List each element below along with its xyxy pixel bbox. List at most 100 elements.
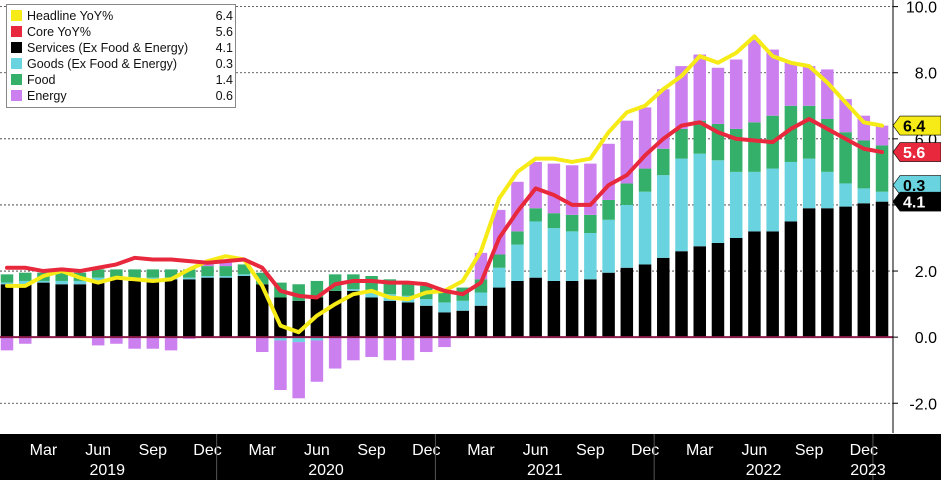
x-month-label: Jun <box>304 442 330 459</box>
bar-food <box>492 254 506 268</box>
legend-item: Services (Ex Food & Energy) 4.1 <box>11 40 233 56</box>
x-month-label: Jun <box>742 442 768 459</box>
bar-goods-ex-food-energy <box>711 160 725 243</box>
x-month-label: Mar <box>686 442 714 459</box>
bar-food <box>748 122 761 172</box>
bar-services-ex-food-energy <box>146 280 160 338</box>
bar-services-ex-food-energy <box>729 237 743 338</box>
legend-value: 1.4 <box>215 73 233 87</box>
legend-label: Core YoY% <box>27 25 91 39</box>
bar-services-ex-food-energy <box>91 280 105 338</box>
y-tick-label: 8.0 <box>915 66 937 83</box>
bar-food <box>839 132 852 184</box>
y-tick-label: 10.0 <box>906 0 937 17</box>
bar-food <box>511 231 524 245</box>
bar-services-ex-food-energy <box>693 246 706 338</box>
bar-services-ex-food-energy <box>839 206 852 338</box>
bar-energy <box>875 125 889 146</box>
bar-energy <box>620 120 634 184</box>
legend-value: 4.1 <box>215 41 233 55</box>
bar-food <box>547 213 561 229</box>
bar-goods-ex-food-energy <box>602 219 615 273</box>
bar-food <box>201 266 214 276</box>
bar-food <box>675 128 688 159</box>
bar-goods-ex-food-energy <box>748 171 761 232</box>
bar-services-ex-food-energy <box>201 277 214 338</box>
x-month-label: Dec <box>193 442 221 459</box>
bar-food <box>401 282 415 296</box>
bar-goods-ex-food-energy <box>529 221 542 278</box>
legend: Headline YoY% 6.4 Core YoY% 5.6 Services (Ex… <box>6 4 236 108</box>
bar-services-ex-food-energy <box>565 280 579 338</box>
bar-services-ex-food-energy <box>529 277 542 338</box>
bar-food <box>128 269 141 278</box>
bar-goods-ex-food-energy <box>365 290 378 298</box>
bar-goods-ex-food-energy <box>620 204 634 268</box>
x-year-label: 2023 <box>850 462 886 479</box>
bar-energy <box>729 59 743 129</box>
bar-energy <box>255 337 269 353</box>
bar-energy <box>657 89 670 149</box>
bar-energy <box>383 337 397 361</box>
bar-goods-ex-food-energy <box>565 231 579 281</box>
bar-food <box>164 269 178 278</box>
bar-energy <box>693 54 706 121</box>
bar-food <box>657 148 670 176</box>
bar-food <box>638 168 652 192</box>
bar-energy <box>438 337 451 348</box>
bar-services-ex-food-energy <box>748 231 761 338</box>
end-label-text: 0.3 <box>903 178 925 195</box>
bar-food <box>18 272 32 281</box>
y-tick-label: 0.0 <box>915 330 937 347</box>
legend-item: Energy 0.6 <box>11 88 233 104</box>
bar-energy <box>310 340 324 382</box>
bar-services-ex-food-energy <box>347 290 360 338</box>
bar-services-ex-food-energy <box>55 284 68 338</box>
bar-services-ex-food-energy <box>821 208 834 338</box>
x-month-label: Dec <box>631 442 659 459</box>
legend-label: Energy <box>27 89 67 103</box>
bar-services-ex-food-energy <box>492 287 506 338</box>
bar-services-ex-food-energy <box>383 300 397 338</box>
legend-value: 5.6 <box>215 25 233 39</box>
bar-energy <box>748 39 761 123</box>
bar-services-ex-food-energy <box>474 305 488 338</box>
bar-food <box>146 269 160 278</box>
bar-energy <box>91 337 105 346</box>
bar-food <box>802 105 816 159</box>
bar-goods-ex-food-energy <box>55 280 68 285</box>
bar-energy <box>420 337 433 353</box>
end-label-text: 6.4 <box>903 119 925 136</box>
legend-label: Services (Ex Food & Energy) <box>27 41 189 55</box>
bar-services-ex-food-energy <box>365 297 378 338</box>
bar-energy <box>565 165 579 215</box>
bar-goods-ex-food-energy <box>91 277 105 281</box>
x-month-label: Sep <box>139 442 168 459</box>
legend-swatch <box>11 26 22 37</box>
bar-goods-ex-food-energy <box>438 302 451 313</box>
bar-goods-ex-food-energy <box>821 171 834 209</box>
x-year-label: 2019 <box>89 462 125 479</box>
bar-services-ex-food-energy <box>638 264 652 338</box>
bar-energy <box>802 66 816 106</box>
end-label-tag <box>892 115 941 136</box>
bar-food <box>602 199 615 220</box>
bar-services-ex-food-energy <box>857 203 871 338</box>
bar-food <box>237 264 251 275</box>
legend-item: Goods (Ex Food & Energy) 0.3 <box>11 56 233 72</box>
bar-energy <box>328 337 342 369</box>
legend-swatch <box>11 74 22 85</box>
bar-services-ex-food-energy <box>110 279 123 338</box>
bar-goods-ex-food-energy <box>73 280 87 285</box>
bar-services-ex-food-energy <box>0 284 14 338</box>
legend-label: Headline YoY% <box>27 9 114 23</box>
bar-services-ex-food-energy <box>237 276 251 338</box>
bar-services-ex-food-energy <box>802 208 816 338</box>
bar-goods-ex-food-energy <box>784 161 798 222</box>
bar-food <box>875 145 889 192</box>
x-month-label: Jun <box>523 442 549 459</box>
bar-food <box>620 183 634 205</box>
bar-services-ex-food-energy <box>128 280 141 338</box>
bar-goods-ex-food-energy <box>584 233 597 280</box>
bar-services-ex-food-energy <box>183 279 196 338</box>
